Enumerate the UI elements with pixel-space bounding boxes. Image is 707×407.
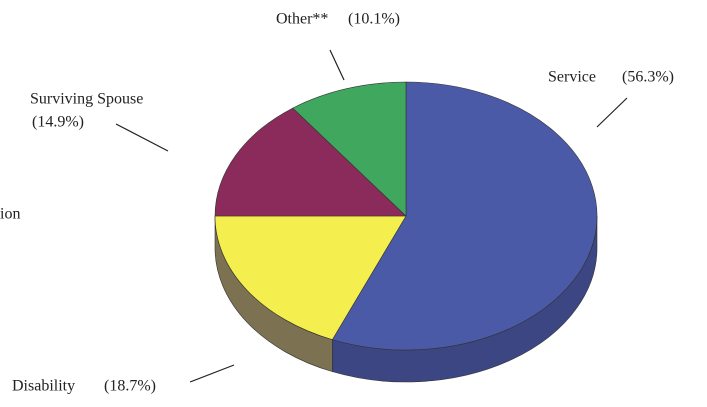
- value-label: (18.7%): [104, 378, 156, 395]
- value-label: (10.1%): [348, 11, 400, 28]
- leader-line: [596, 97, 628, 128]
- leader-line: [329, 49, 345, 81]
- category-label: Other**: [276, 11, 328, 28]
- category-label: Surviving Spouse: [30, 91, 143, 108]
- slice: [214, 107, 407, 217]
- slice: [331, 81, 598, 351]
- cut-off-label: ion: [0, 206, 20, 223]
- leader-line: [115, 123, 169, 152]
- leader-line: [189, 364, 235, 383]
- category-label: Disability: [12, 378, 75, 395]
- category-label: Service: [548, 69, 596, 86]
- value-label: (56.3%): [622, 69, 674, 86]
- slice: [214, 215, 407, 340]
- slice: [292, 81, 407, 217]
- value-label: (14.9%): [32, 114, 84, 131]
